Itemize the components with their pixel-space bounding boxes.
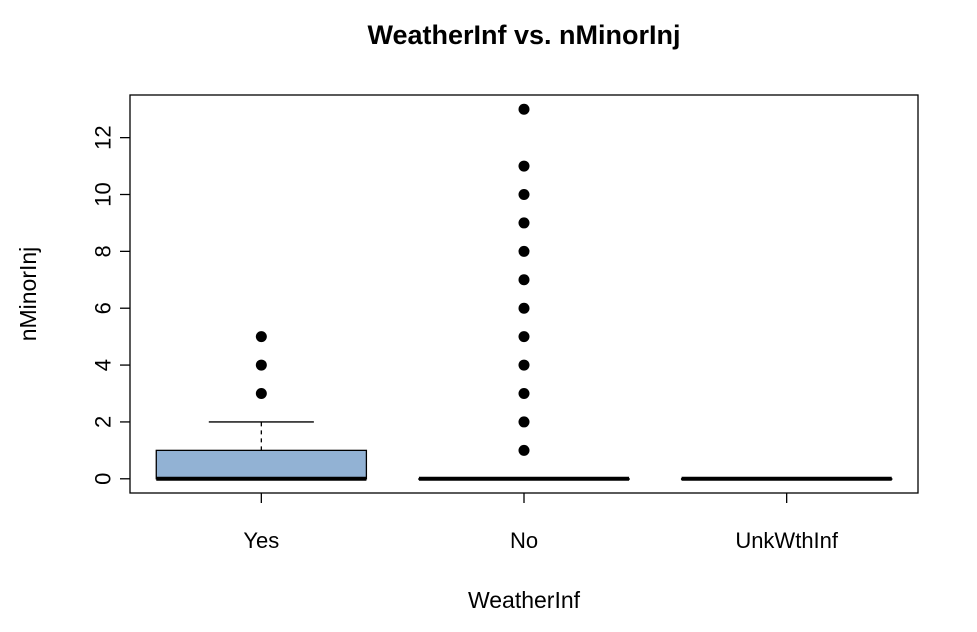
outlier-Yes-5 [255, 331, 267, 343]
x-tick-label-Yes: Yes [243, 528, 279, 553]
box-Yes [155, 449, 368, 480]
x-tick-label-UnkWthInf: UnkWthInf [735, 528, 839, 553]
y-tick-label-10: 10 [91, 182, 116, 206]
outlier-No-11 [518, 160, 530, 172]
outlier-Yes-3 [255, 388, 267, 399]
outlier-No-10 [518, 189, 530, 200]
chart-title: WeatherInf vs. nMinorInj [367, 20, 680, 50]
plot-area: 0 2 4 6 8 10 12 Yes No UnkWthInf [91, 94, 919, 553]
y-tick-label-2: 2 [91, 416, 116, 428]
y-axis-label: nMinorInj [15, 247, 41, 342]
outlier-No-5 [518, 331, 530, 343]
outlier-No-3 [518, 388, 530, 399]
outlier-No-1 [518, 444, 530, 456]
outlier-No-8 [518, 245, 530, 257]
outlier-No-4 [518, 359, 530, 371]
outlier-Yes-4 [255, 359, 267, 371]
outlier-No-6 [518, 302, 530, 314]
y-tick-label-6: 6 [91, 302, 116, 314]
plot-frame [129, 94, 919, 494]
outlier-No-2 [518, 416, 530, 428]
outlier-No-9 [518, 217, 530, 229]
y-tick-label-0: 0 [91, 473, 116, 485]
outlier-No-7 [518, 274, 530, 286]
x-tick-label-No: No [510, 528, 538, 553]
outlier-No-13 [518, 103, 530, 115]
x-axis-label: WeatherInf [468, 587, 581, 613]
y-tick-label-12: 12 [91, 125, 116, 149]
y-tick-label-8: 8 [91, 245, 116, 257]
y-tick-label-4: 4 [91, 359, 116, 371]
